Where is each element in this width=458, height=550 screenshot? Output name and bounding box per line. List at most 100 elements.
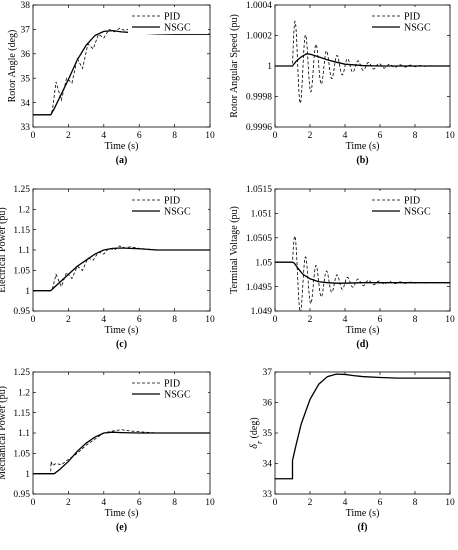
x-axis-label: Time (s) xyxy=(105,508,139,519)
legend-box xyxy=(368,7,448,34)
y-tick-label: 1.051 xyxy=(251,210,273,220)
chart-panel-a: 0 2 4 6 8 10 33 34 35 36 37 38 Time (s) (a) Rotor Angl… xyxy=(7,1,215,166)
x-tick-label: 8 xyxy=(172,498,177,508)
y-tick-label: 0.95 xyxy=(13,307,30,317)
panel-caption: (f) xyxy=(358,522,368,533)
x-tick-label: 2 xyxy=(66,131,71,141)
panel-caption: (b) xyxy=(356,155,368,166)
x-tick-label: 2 xyxy=(308,498,313,508)
x-tick-label: 0 xyxy=(31,315,36,325)
x-tick-label: 0 xyxy=(273,498,278,508)
y-tick-label: 34 xyxy=(21,99,31,109)
y-tick-label: 1.1 xyxy=(18,246,30,256)
legend-label: NSGC xyxy=(404,207,431,218)
series-line-nsgc xyxy=(275,261,450,284)
plot-frame xyxy=(32,4,211,128)
y-axis-label: Electrical Power (pu) xyxy=(0,207,8,293)
chart-panel-b: 0 2 4 6 8 10 0.9996 0.9998 1 1.0002 1.0004 Time (s)… xyxy=(229,1,455,166)
y-tick-label: 1.15 xyxy=(13,409,30,419)
x-tick-label: 0 xyxy=(31,131,36,141)
legend-box xyxy=(128,191,208,218)
y-tick-label: 1.2 xyxy=(18,206,30,216)
y-tick-label: 1.1 xyxy=(18,429,30,439)
x-axis-label: Time (s) xyxy=(346,508,380,519)
y-tick-label: 1.049 xyxy=(251,307,273,317)
legend-box xyxy=(128,7,208,34)
series-line-pid xyxy=(33,27,210,116)
series-line-pid xyxy=(33,245,210,292)
plot-frame xyxy=(274,188,451,312)
y-tick-label: 1.0002 xyxy=(246,32,272,42)
y-tick-label: 33 xyxy=(21,123,31,133)
panel-caption: (a) xyxy=(116,155,128,166)
y-tick-label: 33 xyxy=(263,490,273,500)
y-axis-label: Rotor Angle (deg) xyxy=(7,30,18,103)
series-line-nsgc xyxy=(33,29,210,116)
y-axis-label: δr (deg) xyxy=(249,417,264,448)
x-tick-label: 10 xyxy=(205,498,215,508)
x-tick-label: 10 xyxy=(205,131,215,141)
x-tick-label: 8 xyxy=(172,131,177,141)
y-tick-label: 1.25 xyxy=(13,185,30,195)
y-tick-label: 0.95 xyxy=(13,490,30,500)
x-tick-label: 8 xyxy=(172,315,177,325)
x-tick-label: 10 xyxy=(445,498,455,508)
x-tick-label: 4 xyxy=(343,498,348,508)
x-tick-label: 4 xyxy=(101,315,106,325)
y-tick-label: 1 xyxy=(267,62,272,72)
y-axis-label: Mechanical Power (pu) xyxy=(0,386,8,480)
y-tick-label: 1.05 xyxy=(255,258,272,268)
x-axis-label: Time (s) xyxy=(105,141,139,152)
y-tick-label: 37 xyxy=(263,368,273,378)
series-line-pid xyxy=(275,235,450,311)
legend-label: PID xyxy=(164,379,180,390)
x-tick-label: 4 xyxy=(101,498,106,508)
chart-panel-d: 0 2 4 6 8 10 1.049 1.0495 1.05 1.0505 1.051 1.0515 T… xyxy=(229,185,455,350)
y-tick-label: 1 xyxy=(25,287,30,297)
y-tick-label: 1 xyxy=(25,470,30,480)
legend-label: NSGC xyxy=(164,390,191,401)
legend-label: PID xyxy=(164,12,180,23)
y-tick-label: 37 xyxy=(21,26,31,36)
x-axis-label: Time (s) xyxy=(346,141,380,152)
legend-label: NSGC xyxy=(164,23,191,34)
y-tick-label: 1.0004 xyxy=(246,1,272,11)
x-tick-label: 6 xyxy=(137,131,142,141)
series-line-nsgc xyxy=(33,431,210,475)
legend-label: PID xyxy=(404,12,420,23)
y-tick-label: 35 xyxy=(21,74,31,84)
panel-caption: (c) xyxy=(116,339,127,350)
x-tick-label: 8 xyxy=(413,131,418,141)
legend-box xyxy=(368,191,448,218)
y-tick-label: 1.15 xyxy=(13,226,30,236)
x-tick-label: 4 xyxy=(101,131,106,141)
x-tick-label: 4 xyxy=(343,131,348,141)
chart-panel-c: 0 2 4 6 8 10 0.95 1 1.05 1.1 1.15 1.2 1.25 Time (s) (c… xyxy=(0,185,215,350)
series-line-nsgc xyxy=(275,53,450,67)
y-tick-label: 1.2 xyxy=(18,389,30,399)
y-tick-label: 0.9998 xyxy=(246,93,272,103)
x-tick-label: 0 xyxy=(31,498,36,508)
series-line-main xyxy=(275,373,450,480)
y-tick-label: 35 xyxy=(263,429,273,439)
chart-panel-f: 0 2 4 6 8 10 33 34 35 36 37 Time (s) (f) δr (deg) xyxy=(249,368,455,533)
legend-label: NSGC xyxy=(404,23,431,34)
y-tick-label: 1.25 xyxy=(13,368,30,378)
y-tick-label: 1.05 xyxy=(13,267,30,277)
series-line-nsgc xyxy=(33,247,210,292)
series-line-pid xyxy=(33,429,210,475)
y-tick-label: 1.0505 xyxy=(246,234,272,244)
x-tick-label: 10 xyxy=(445,131,455,141)
legend-label: PID xyxy=(164,196,180,207)
y-tick-label: 34 xyxy=(263,460,273,470)
x-tick-label: 6 xyxy=(137,498,142,508)
legend-label: NSGC xyxy=(164,207,191,218)
x-tick-label: 4 xyxy=(343,315,348,325)
x-tick-label: 6 xyxy=(378,315,383,325)
y-tick-label: 36 xyxy=(21,50,31,60)
legend-label: PID xyxy=(404,196,420,207)
